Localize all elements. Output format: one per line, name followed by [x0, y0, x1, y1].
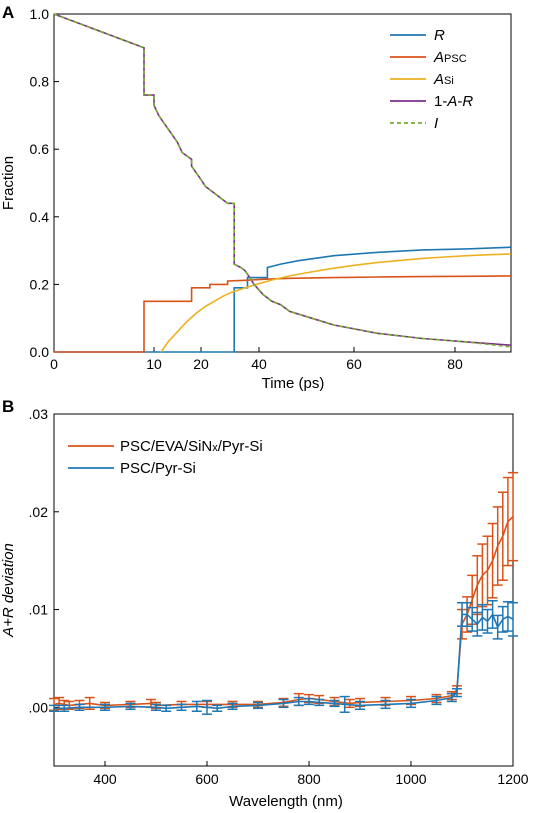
x-tick-label: 600 — [195, 771, 219, 787]
panel-a-label: A — [2, 3, 14, 22]
x-tick-label: 60 — [346, 356, 362, 372]
panel-b-ticks: 400 600 800 1000 1200 .00 .01 .02 .03 — [29, 406, 529, 787]
series-line-r — [54, 246, 512, 353]
y-tick-label: 0.0 — [30, 344, 50, 360]
y-tick-label: 0.6 — [30, 141, 50, 157]
panel-a: A 0 10 20 40 60 80 0.0 0.2 0.4 0.6 0.8 1.0 Time (ps… — [0, 3, 512, 392]
panel-a-axes-box — [53, 13, 512, 353]
y-tick-label: 0.8 — [30, 74, 50, 90]
x-tick-label: 80 — [447, 356, 463, 372]
y-tick-label: 0.4 — [30, 209, 50, 225]
series-line-i — [53, 13, 512, 348]
legend-label: R — [434, 27, 445, 44]
x-tick-label: 400 — [93, 771, 117, 787]
series-line-psc-pyr-si — [54, 612, 514, 710]
y-tick-label: .00 — [29, 699, 49, 715]
panel-b-ylabel: A+R deviation — [0, 543, 17, 638]
legend-label: ASi — [433, 71, 454, 88]
legend-label: 1-A-R — [434, 93, 473, 110]
panel-b-series — [49, 471, 518, 715]
x-tick-label: 1000 — [395, 771, 426, 787]
x-tick-label: 0 — [50, 356, 58, 372]
legend-label: PSC/Pyr-Si — [120, 460, 196, 477]
error-bars-psc-eva-sinx-pyr-si — [49, 471, 518, 712]
x-tick-label: 20 — [193, 356, 209, 372]
legend-label: I — [434, 115, 438, 132]
x-tick-label: 1200 — [497, 771, 528, 787]
panel-b-xlabel: Wavelength (nm) — [229, 793, 343, 810]
panel-b-legend: PSC/EVA/SiNx/Pyr-Si PSC/Pyr-Si — [68, 438, 263, 477]
y-tick-label: .01 — [29, 602, 49, 618]
panel-b-label: B — [2, 397, 14, 416]
panel-a-series — [53, 13, 512, 353]
x-tick-label: 10 — [146, 356, 162, 372]
legend-label: APSC — [433, 49, 467, 66]
panel-a-ticks: 0 10 20 40 60 80 0.0 0.2 0.4 0.6 0.8 1.0 — [30, 6, 463, 372]
x-tick-label: 800 — [297, 771, 321, 787]
x-tick-label: 40 — [251, 356, 267, 372]
panel-b-axes-box — [53, 413, 514, 767]
series-line-apsc — [54, 275, 512, 353]
panel-a-legend: R APSC ASi 1-A-R I — [390, 27, 473, 132]
legend-label: PSC/EVA/SiNx/Pyr-Si — [120, 438, 263, 455]
y-tick-label: 1.0 — [30, 6, 50, 22]
y-tick-label: .03 — [29, 406, 49, 422]
series-line-psc-eva-sinx-pyr-si — [53, 516, 514, 707]
y-tick-label: 0.2 — [30, 276, 50, 292]
panel-a-xlabel: Time (ps) — [262, 375, 325, 392]
series-line-asi — [160, 253, 512, 353]
panel-a-ylabel: Fraction — [0, 156, 17, 210]
panel-b: B 400 600 800 1000 1200 .00 .01 .02 .03 Waveleng… — [0, 397, 529, 810]
y-tick-label: .02 — [29, 504, 49, 520]
